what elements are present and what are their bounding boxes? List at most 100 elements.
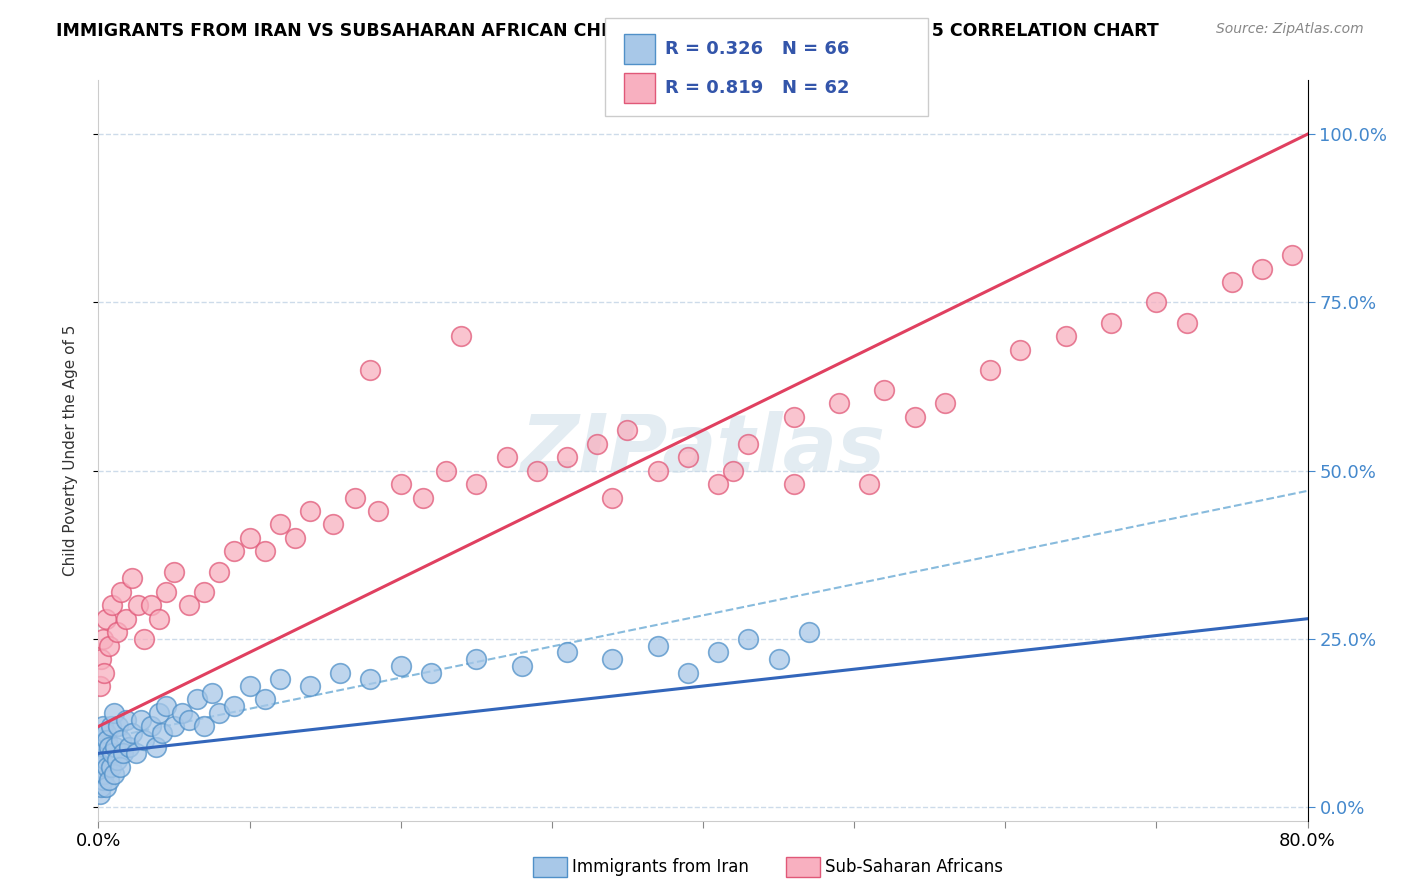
Point <box>360 362 382 376</box>
Point <box>90 732 112 747</box>
Point <box>193 719 215 733</box>
Point <box>96 732 118 747</box>
Point <box>89 747 111 761</box>
Point <box>723 464 745 478</box>
Point <box>647 639 669 653</box>
Point <box>98 773 121 788</box>
Point <box>104 739 127 754</box>
Point <box>269 673 291 687</box>
Point <box>434 464 457 478</box>
Point <box>224 544 246 558</box>
Point <box>94 726 117 740</box>
Point <box>94 753 117 767</box>
Point <box>676 665 699 680</box>
Point <box>89 766 111 780</box>
Point <box>94 612 117 626</box>
Point <box>239 531 262 545</box>
Point <box>100 719 122 733</box>
Text: R = 0.326   N = 66: R = 0.326 N = 66 <box>665 40 849 58</box>
Point <box>141 599 163 613</box>
Point <box>145 739 167 754</box>
Point <box>647 464 669 478</box>
Point <box>707 645 730 659</box>
Point <box>148 706 170 720</box>
Point <box>111 747 134 761</box>
Point <box>150 726 173 740</box>
Point <box>89 787 111 801</box>
Point <box>98 639 121 653</box>
Point <box>90 652 112 666</box>
Point <box>129 713 152 727</box>
Point <box>1010 343 1032 357</box>
Point <box>208 565 231 579</box>
Point <box>253 692 276 706</box>
Point <box>389 477 412 491</box>
Point <box>676 450 699 465</box>
Point <box>93 739 115 754</box>
Point <box>526 464 548 478</box>
Point <box>979 362 1001 376</box>
Point <box>193 584 215 599</box>
Point <box>858 477 880 491</box>
Point <box>322 517 344 532</box>
Point <box>299 679 322 693</box>
Text: Immigrants from Iran: Immigrants from Iran <box>572 858 749 876</box>
Point <box>1281 248 1303 262</box>
Point <box>105 625 128 640</box>
Point <box>127 599 149 613</box>
Point <box>103 766 125 780</box>
Point <box>783 477 806 491</box>
Point <box>93 665 115 680</box>
Point <box>148 612 170 626</box>
Point <box>329 665 352 680</box>
Point <box>269 517 291 532</box>
Point <box>450 329 472 343</box>
Point <box>602 652 624 666</box>
Text: Source: ZipAtlas.com: Source: ZipAtlas.com <box>1216 22 1364 37</box>
Point <box>105 753 128 767</box>
Point <box>90 760 112 774</box>
Point <box>360 673 382 687</box>
Point <box>90 780 112 794</box>
Point <box>616 423 638 437</box>
Point <box>101 599 124 613</box>
Point <box>495 450 517 465</box>
Point <box>170 706 193 720</box>
Point <box>94 780 117 794</box>
Point <box>91 719 114 733</box>
Point <box>89 679 111 693</box>
Point <box>125 747 148 761</box>
Point <box>155 699 177 714</box>
Point <box>367 504 389 518</box>
Point <box>1099 316 1122 330</box>
Point <box>797 625 820 640</box>
Point <box>100 760 122 774</box>
Point <box>783 409 806 424</box>
Point <box>155 584 177 599</box>
Point <box>91 753 114 767</box>
Point <box>208 706 231 720</box>
Point <box>179 713 201 727</box>
Point <box>904 409 927 424</box>
Point <box>121 571 143 585</box>
Point <box>91 773 114 788</box>
Point <box>602 491 624 505</box>
Y-axis label: Child Poverty Under the Age of 5: Child Poverty Under the Age of 5 <box>63 325 77 576</box>
Point <box>108 760 131 774</box>
Point <box>101 747 124 761</box>
Point <box>284 531 307 545</box>
Point <box>344 491 367 505</box>
Point <box>555 645 578 659</box>
Text: Sub-Saharan Africans: Sub-Saharan Africans <box>825 858 1004 876</box>
Point <box>555 450 578 465</box>
Point <box>201 686 224 700</box>
Point <box>132 632 155 646</box>
Point <box>163 565 186 579</box>
Point <box>934 396 956 410</box>
Point <box>1251 261 1274 276</box>
Point <box>118 739 141 754</box>
Point <box>91 632 114 646</box>
Point <box>1144 295 1167 310</box>
Point <box>389 658 412 673</box>
Point <box>103 706 125 720</box>
